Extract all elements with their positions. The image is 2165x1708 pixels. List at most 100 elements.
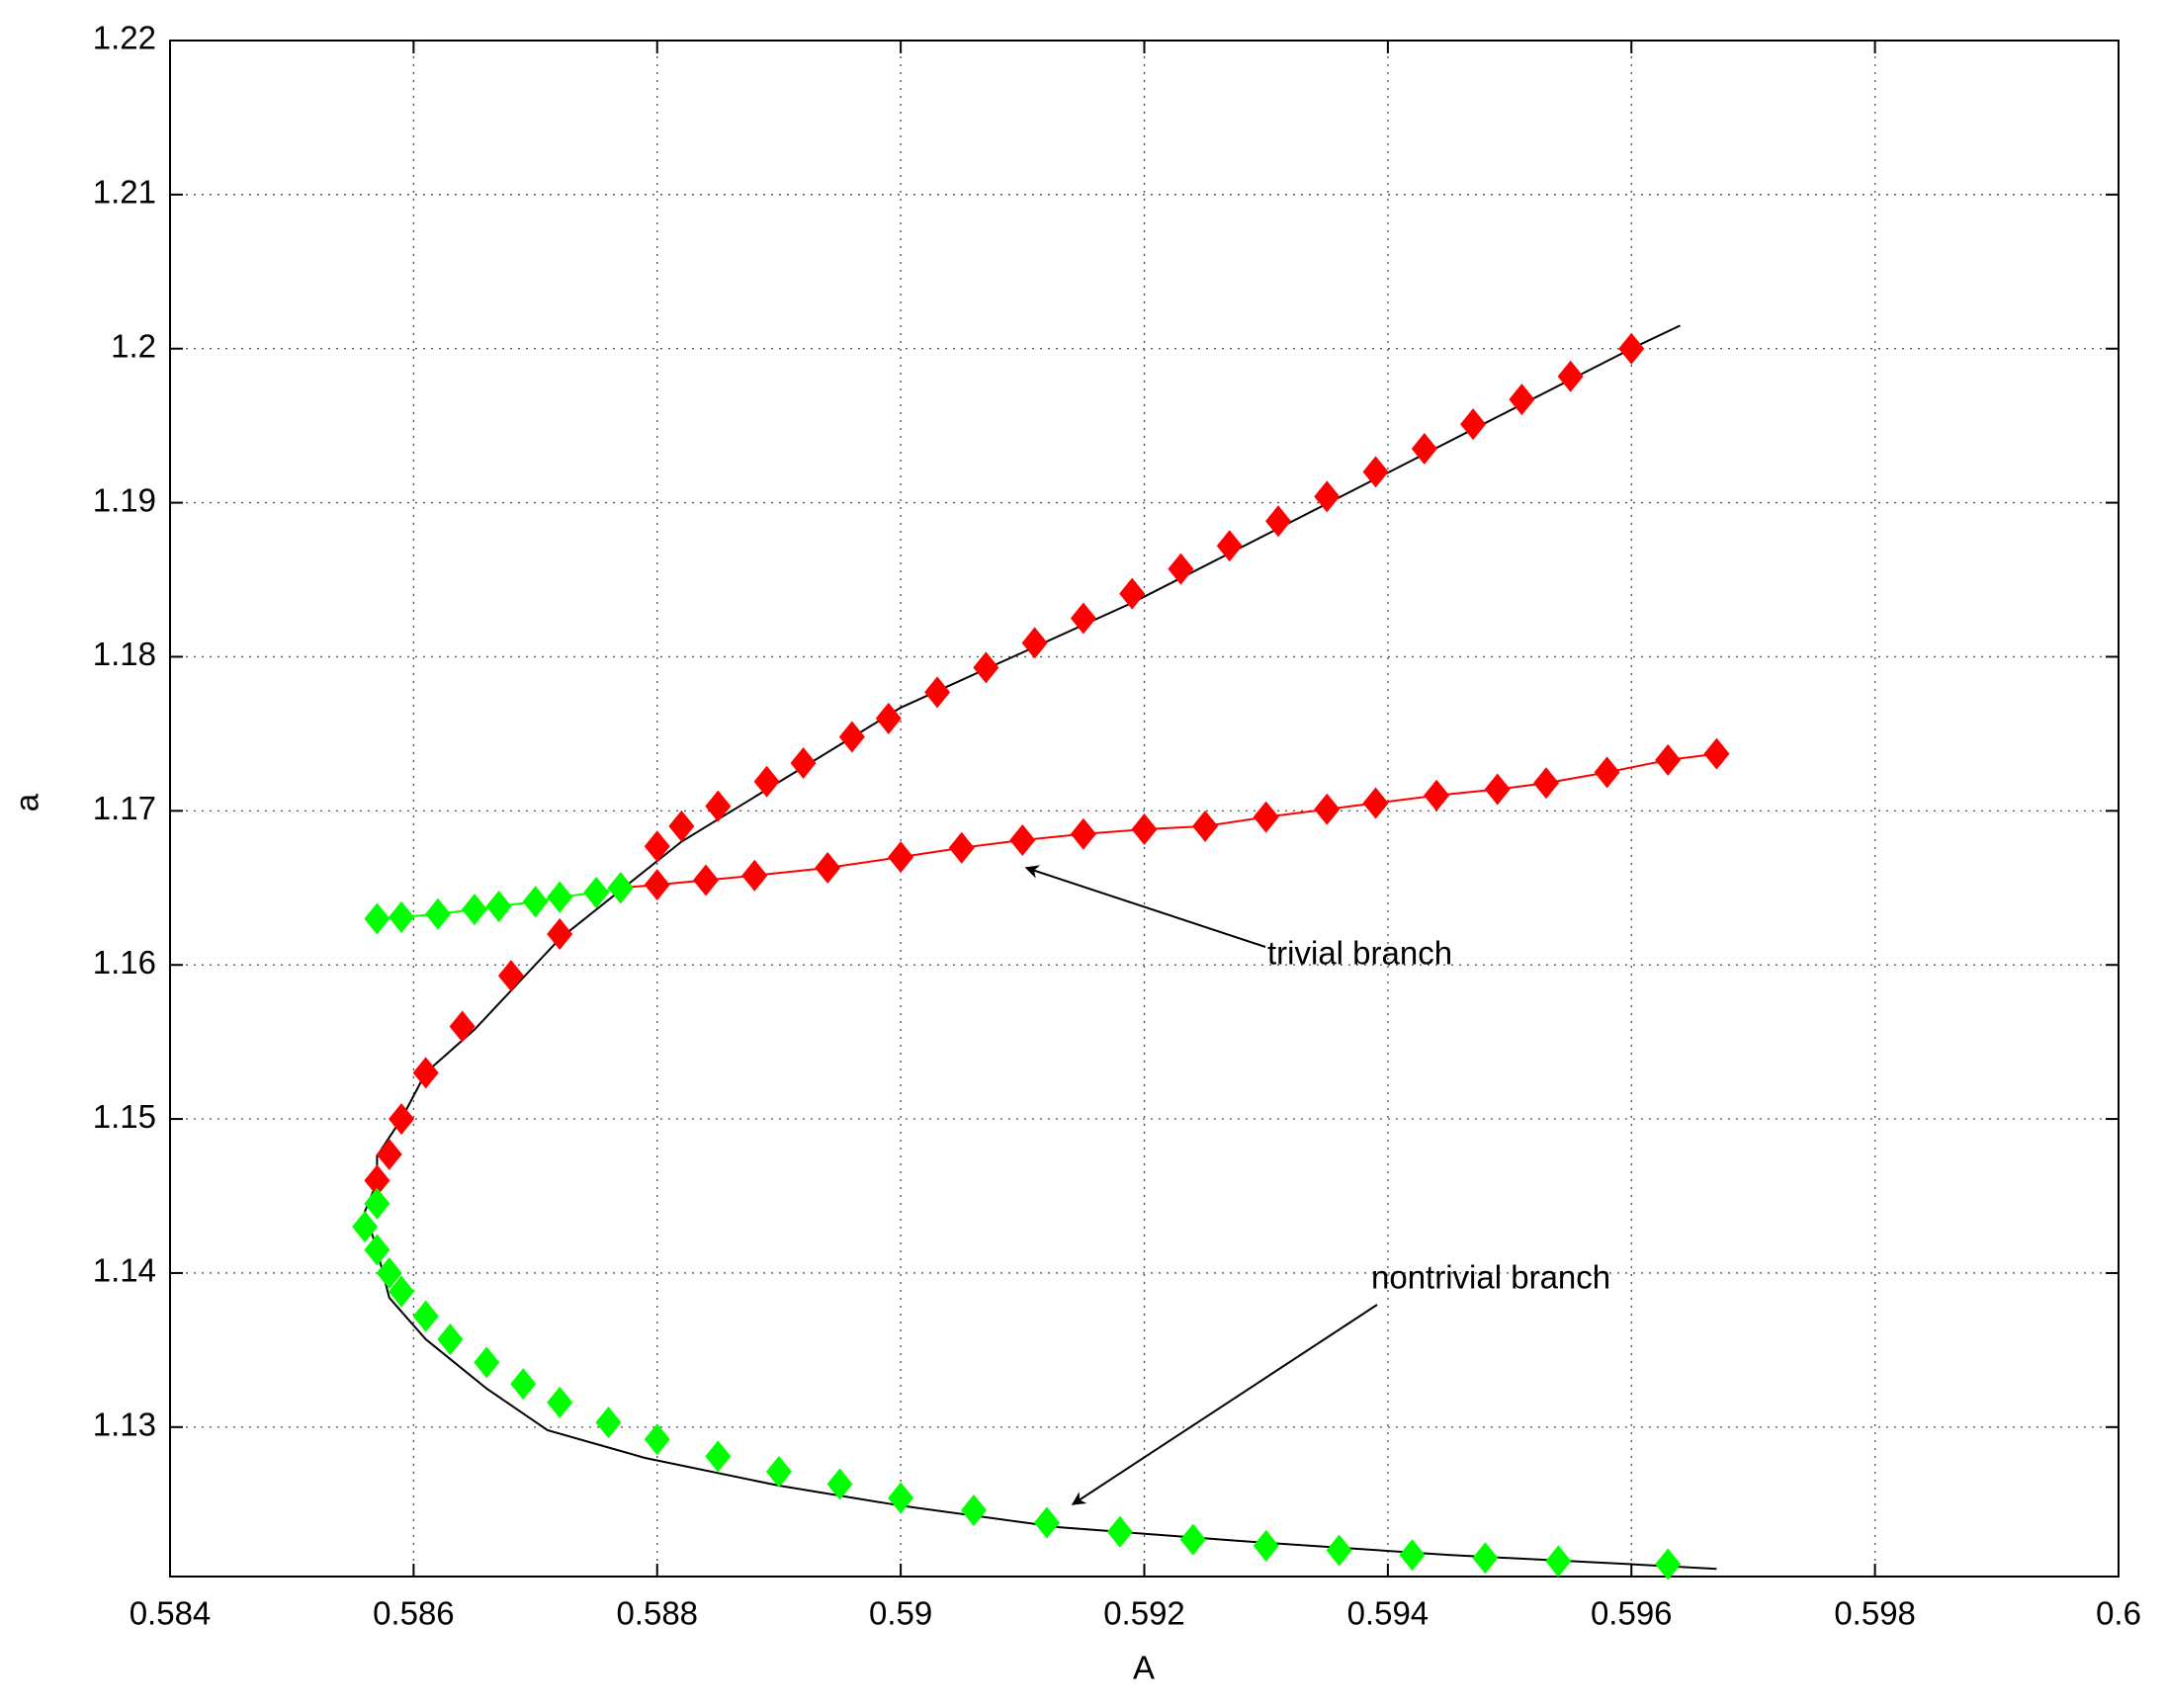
y-tick-label: 1.15: [93, 1098, 156, 1135]
diamond-marker: [1472, 1542, 1499, 1575]
diamond-marker: [352, 1211, 379, 1243]
x-tick-label: 0.596: [1591, 1595, 1673, 1632]
diamond-marker: [1033, 1506, 1060, 1539]
diamond-marker: [376, 1256, 402, 1289]
diamond-marker: [364, 1164, 390, 1197]
diamond-marker: [961, 1494, 988, 1526]
diamond-marker: [1253, 801, 1279, 833]
diamond-marker: [1460, 408, 1487, 441]
x-tick-label: 0.59: [869, 1595, 932, 1632]
y-tick-label: 1.21: [93, 174, 156, 211]
x-tick-label: 0.588: [616, 1595, 698, 1632]
diamond-marker: [1399, 1539, 1426, 1572]
diamond-marker: [1362, 787, 1389, 819]
diamond-marker: [497, 960, 524, 992]
y-tick-label: 1.18: [93, 636, 156, 672]
diamond-marker: [924, 676, 951, 709]
y-tick-label: 1.22: [93, 20, 156, 56]
diamond-marker: [1131, 813, 1158, 846]
x-tick-label: 0.598: [1834, 1595, 1916, 1632]
diamond-marker: [888, 1482, 914, 1514]
diamond-marker: [888, 841, 914, 874]
diamond-marker: [1484, 773, 1511, 806]
diamond-marker: [1314, 480, 1341, 513]
diamond-marker: [364, 902, 390, 935]
diamond-marker: [973, 651, 999, 684]
diamond-marker: [595, 1407, 622, 1439]
diamond-marker: [389, 1275, 415, 1308]
x-tick-label: 0.592: [1103, 1595, 1185, 1632]
diamond-marker: [1509, 384, 1535, 416]
diamond-marker: [826, 1468, 853, 1500]
diamond-marker: [1424, 779, 1450, 811]
diamond-marker: [376, 1138, 402, 1170]
diamond-marker: [1533, 767, 1560, 800]
diamond-marker: [1253, 1529, 1279, 1562]
diamond-marker: [741, 859, 768, 892]
y-tick-label: 1.19: [93, 481, 156, 518]
diamond-marker: [1618, 332, 1645, 365]
diamond-marker: [1655, 743, 1682, 776]
diamond-marker: [1070, 602, 1096, 635]
annotation-arrow: [1024, 865, 1266, 948]
diamond-marker: [389, 900, 415, 933]
diamond-marker: [1557, 360, 1584, 392]
y-axis-label: a: [9, 793, 45, 811]
diamond-marker: [412, 1057, 439, 1089]
diamond-marker: [1106, 1515, 1133, 1548]
diamond-marker: [668, 810, 695, 842]
y-tick-label: 1.2: [111, 327, 156, 364]
annotation-arrow: [1071, 1304, 1378, 1505]
diamond-marker: [1216, 530, 1243, 562]
diamond-marker: [875, 702, 902, 734]
x-tick-label: 0.584: [130, 1595, 212, 1632]
diamond-marker: [753, 765, 780, 798]
diamond-marker: [1362, 456, 1389, 488]
diamond-marker: [389, 1103, 415, 1136]
diamond-marker: [485, 890, 512, 922]
x-axis-label: A: [1133, 1650, 1155, 1686]
diamond-marker: [1703, 737, 1730, 770]
diamond-marker: [1009, 823, 1036, 856]
diamond-marker: [1119, 577, 1146, 610]
diamond-marker: [522, 886, 549, 918]
diamond-marker: [547, 1386, 573, 1418]
diamond-marker: [449, 1010, 476, 1043]
diamond-marker: [364, 1234, 390, 1266]
y-tick-label: 1.13: [93, 1407, 156, 1443]
diamond-marker: [790, 747, 817, 780]
diamond-marker: [1168, 553, 1194, 585]
diamond-marker: [644, 830, 670, 863]
diamond-marker: [644, 869, 670, 901]
diamond-marker: [583, 876, 610, 908]
diamond-marker: [765, 1456, 792, 1489]
diamond-marker: [705, 790, 732, 822]
diamond-marker: [1655, 1548, 1682, 1580]
annotation-text: trivial branch: [1267, 935, 1452, 972]
diamond-marker: [1545, 1545, 1572, 1578]
diamond-marker: [1265, 505, 1292, 538]
diamond-marker: [364, 1187, 390, 1220]
diamond-marker: [510, 1368, 537, 1401]
y-tick-label: 1.14: [93, 1252, 156, 1289]
diamond-marker: [948, 831, 975, 864]
diamond-marker: [412, 1300, 439, 1332]
diamond-marker: [1411, 433, 1437, 466]
annotation-text: nontrivial branch: [1371, 1259, 1610, 1296]
diamond-marker: [1326, 1534, 1352, 1567]
x-tick-label: 0.6: [2096, 1595, 2141, 1632]
diamond-marker: [693, 864, 720, 897]
diamond-marker: [607, 872, 634, 904]
diamond-marker: [1070, 817, 1096, 850]
diamond-marker: [474, 1346, 500, 1379]
diamond-marker: [815, 852, 841, 885]
diamond-marker: [425, 897, 452, 930]
diamond-marker: [461, 894, 487, 926]
diamond-marker: [705, 1440, 732, 1473]
y-tick-label: 1.16: [93, 944, 156, 981]
diamond-marker: [1192, 810, 1219, 842]
diamond-marker: [547, 881, 573, 913]
diamond-marker: [547, 918, 573, 951]
